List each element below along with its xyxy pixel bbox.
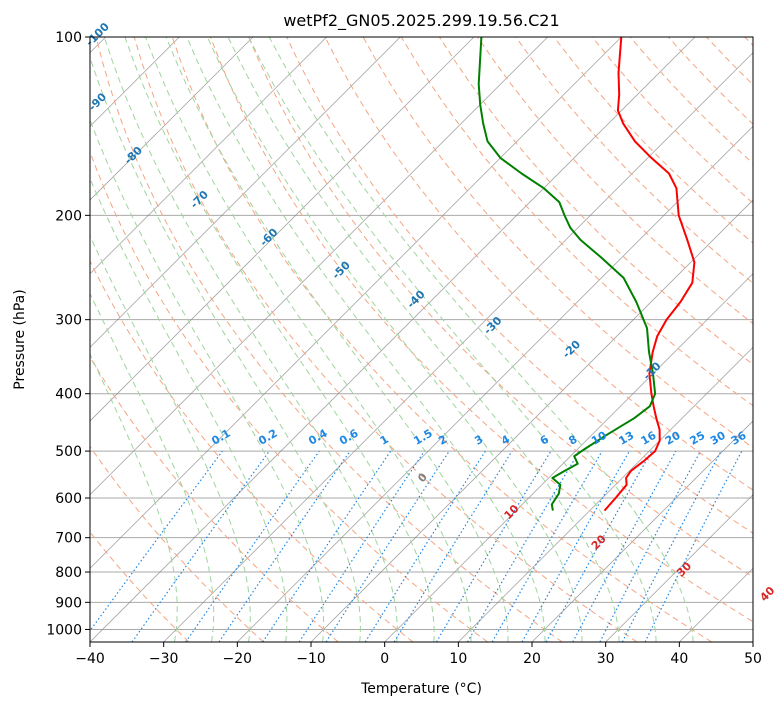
y-tick-label: 500 [55,444,82,460]
isotherm-line [90,37,401,348]
moist-adiabat-line [90,55,361,642]
x-tick-label: −20 [223,651,253,667]
moist-adiabat-line [90,177,288,642]
moist-adiabat-line [206,37,583,642]
mixing-ratio-line [218,450,351,642]
moist-adiabat-line [90,234,251,642]
x-tick-label: 20 [523,651,541,667]
moist-adiabat-line [145,37,472,642]
x-tick-label: 50 [744,651,762,667]
dewpoint-profile-line [477,37,657,511]
isotherm-line [163,52,753,642]
isotherm-line [90,37,622,569]
y-tick-label: 800 [55,565,82,581]
dry-adiabat-line [248,37,753,578]
mixing-ratio-line [262,450,392,642]
isotherm-line [384,273,753,642]
isotherm-line [531,420,753,642]
moist-adiabat-line [227,37,620,642]
moist-adiabat-line [90,118,325,642]
y-tick-label: 100 [55,30,82,46]
mixing-ratio-line [90,450,223,632]
isotherm-line [90,37,475,422]
mixing-ratio-line [393,450,513,642]
x-axis: −40 −30 −20 −10 0 10 20 30 40 50 [75,642,762,667]
moist-adiabat-line [90,353,178,642]
y-tick-label: 700 [55,531,82,547]
isotherm-line [237,125,753,642]
isotherm-line [458,346,753,642]
y-tick-label: 300 [55,313,82,329]
dry-adiabat-line [286,37,753,534]
x-axis-label: Temperature (°C) [360,681,482,697]
moist-adiabat-line [90,292,215,642]
chart-title: wetPf2_GN05.2025.299.19.56.C21 [283,11,559,31]
isotherm-line [90,37,548,496]
mixing-ratio-line [572,450,677,642]
isotherm-line [605,494,753,642]
plot-area [90,37,753,642]
moist-adiabat-line [124,37,435,642]
temperature-profile-line [603,37,696,512]
y-axis-label: Pressure (hPa) [12,289,28,389]
y-tick-label: 200 [55,208,82,224]
x-tick-label: 30 [597,651,615,667]
profile-lines [477,37,696,512]
mixing-ratio-line [644,450,743,642]
x-tick-label: −40 [75,651,105,667]
mixing-ratio-line [185,450,320,642]
mixing-ratio-line [131,450,270,642]
plot-frame [89,36,754,643]
y-tick-label: 1000 [46,622,82,638]
mixing-ratio-line [298,450,425,642]
x-tick-label: −10 [296,651,326,667]
moist-adiabat-line [248,37,657,642]
moist-adiabat-line [165,37,509,642]
dry-adiabat-line [515,37,753,284]
dry-adiabat-line [90,445,264,642]
isotherm-line [90,37,696,642]
mixing-ratio-line [325,450,450,642]
y-axis: 1000 900 800 700 600 500 400 300 200 100 [46,30,90,638]
dry-adiabat-line [95,37,563,642]
moist-adiabat-line [103,37,398,642]
background-lines [90,37,753,642]
dry-adiabat-line [90,356,339,642]
mixing-ratio-line [545,450,653,642]
dry-adiabat-line [171,37,712,642]
x-tick-label: 10 [449,651,467,667]
isotherm-line [90,37,254,201]
moist-adiabat-line [186,37,546,642]
isotherm-line [90,37,327,275]
mixing-ratio-line [521,450,631,642]
dry-adiabat-line [90,259,414,642]
dry-adiabat-line [324,37,753,491]
x-tick-label: −30 [149,651,179,667]
y-tick-label: 600 [55,491,82,507]
y-tick-label: 400 [55,387,82,403]
x-tick-label: 0 [380,651,389,667]
y-tick-label: 900 [55,595,82,611]
moist-adiabat-line [268,37,694,642]
x-tick-label: 40 [670,651,688,667]
